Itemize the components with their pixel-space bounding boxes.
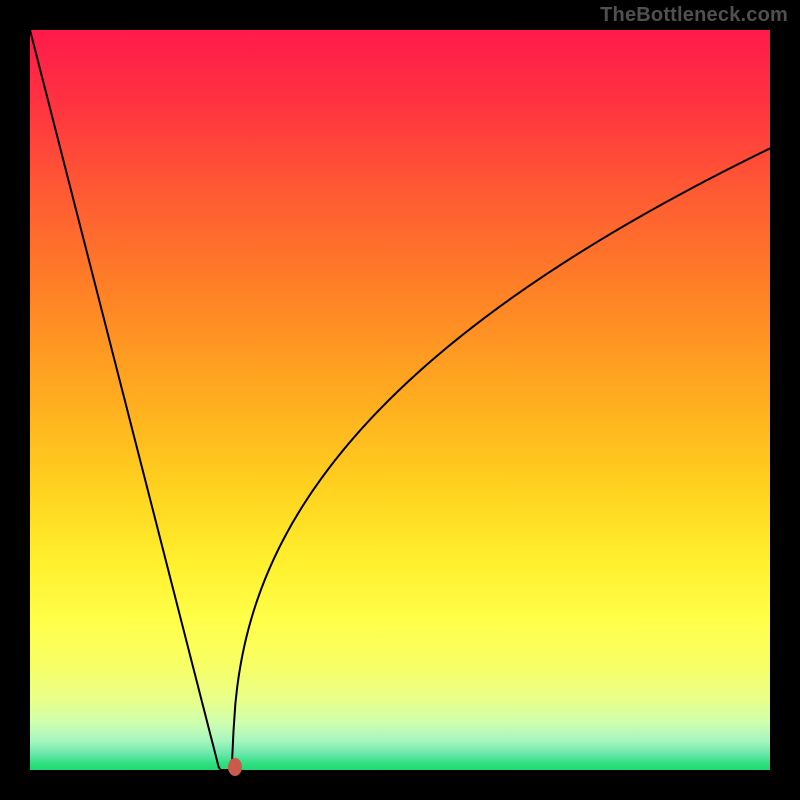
watermark-text: TheBottleneck.com: [600, 4, 788, 27]
vertex-marker: [228, 758, 242, 776]
plot-area: [30, 30, 770, 770]
